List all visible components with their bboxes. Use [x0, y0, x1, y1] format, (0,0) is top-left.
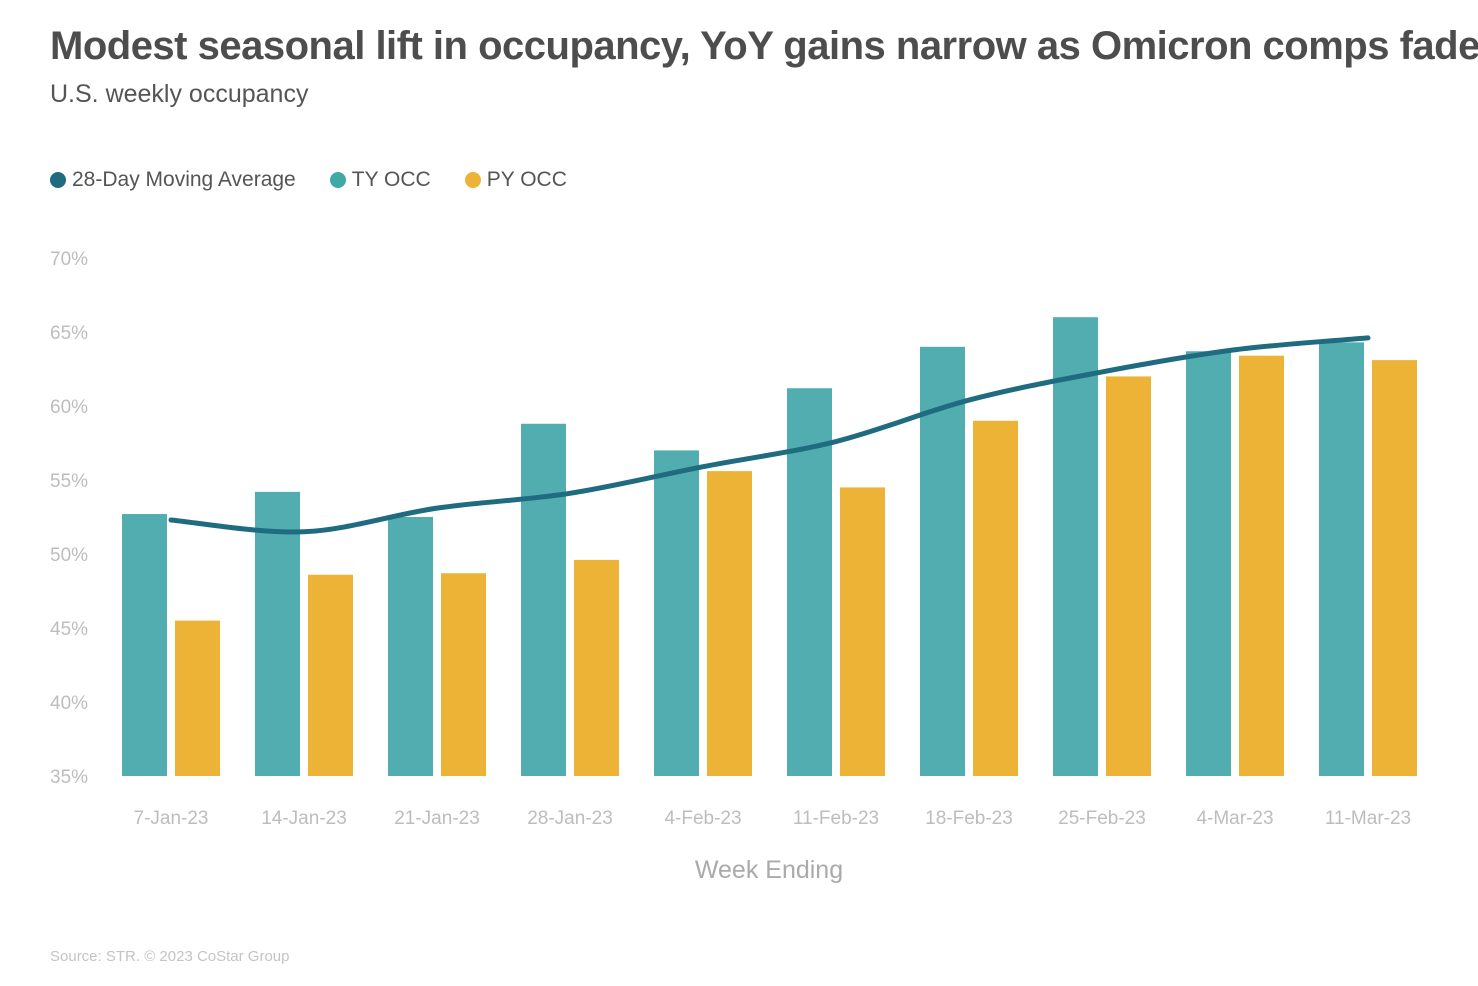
py-occ-bar — [1239, 355, 1284, 776]
py-occ-bar — [308, 574, 353, 776]
chart-subtitle: U.S. weekly occupancy — [50, 80, 309, 108]
x-axis-title: Week Ending — [695, 856, 843, 884]
x-tick-label: 7-Jan-23 — [134, 808, 209, 829]
chart-title: Modest seasonal lift in occupancy, YoY g… — [50, 24, 1478, 68]
y-axis-ticks: 70% 65% 60% 55% 50% 45% 40% 35% — [50, 249, 88, 788]
py-occ-bar — [175, 620, 220, 776]
legend-label-ty-occ: TY OCC — [351, 168, 431, 191]
x-tick-label: 28-Jan-23 — [527, 808, 613, 829]
py-occ-bar — [707, 471, 752, 776]
legend-label-py-occ: PY OCC — [486, 168, 567, 191]
legend-item-ty-occ: TY OCC — [329, 168, 431, 192]
source-note: Source: STR. © 2023 CoStar Group — [50, 948, 290, 965]
x-tick-label: 4-Feb-23 — [664, 808, 741, 829]
py-occ-bar — [574, 559, 619, 776]
x-axis-ticks: 7-Jan-23 14-Jan-23 21-Jan-23 28-Jan-23 4-Feb… — [134, 808, 1412, 829]
x-tick-label: 11-Mar-23 — [1325, 808, 1411, 829]
y-tick-label: 45% — [50, 619, 88, 640]
legend-item-py-occ: PY OCC — [464, 168, 567, 192]
legend-swatch-moving-average — [50, 172, 66, 188]
bar-series — [122, 317, 1417, 776]
y-tick-label: 55% — [50, 471, 88, 492]
ty-occ-bar — [1186, 351, 1231, 776]
y-tick-label: 50% — [50, 545, 88, 566]
y-tick-label: 40% — [50, 693, 88, 714]
x-tick-label: 14-Jan-23 — [261, 808, 347, 829]
legend-item-moving-average: 28-Day Moving Average — [50, 168, 296, 192]
chart-legend: 28-Day Moving Average TY OCC PY OCC — [50, 168, 567, 192]
legend-swatch-py-occ — [464, 172, 481, 188]
ty-occ-bar — [122, 514, 167, 776]
x-tick-label: 4-Mar-23 — [1196, 808, 1273, 829]
py-occ-bar — [1106, 376, 1151, 776]
ty-occ-bar — [1319, 342, 1364, 776]
ty-occ-bar — [255, 491, 300, 776]
y-tick-label: 60% — [50, 397, 88, 418]
ty-occ-bar — [388, 517, 433, 776]
legend-swatch-ty-occ — [329, 172, 346, 188]
y-tick-label: 70% — [50, 249, 88, 270]
py-occ-bar — [973, 420, 1018, 776]
x-tick-label: 25-Feb-23 — [1058, 808, 1146, 829]
py-occ-bar — [441, 573, 486, 776]
ty-occ-bar — [920, 346, 965, 776]
ty-occ-bar — [654, 450, 699, 776]
x-tick-label: 11-Feb-23 — [793, 808, 879, 829]
legend-label-moving-average: 28-Day Moving Average — [72, 168, 296, 191]
py-occ-bar — [1372, 360, 1417, 776]
y-tick-label: 35% — [50, 767, 88, 788]
moving-average-line — [168, 335, 1371, 535]
moving-average-series — [168, 335, 1371, 535]
x-tick-label: 18-Feb-23 — [925, 808, 1013, 829]
x-tick-label: 21-Jan-23 — [394, 808, 480, 829]
ty-occ-bar — [521, 423, 566, 776]
py-occ-bar — [840, 487, 885, 776]
ty-occ-bar — [1053, 317, 1098, 776]
y-tick-label: 65% — [50, 323, 88, 344]
